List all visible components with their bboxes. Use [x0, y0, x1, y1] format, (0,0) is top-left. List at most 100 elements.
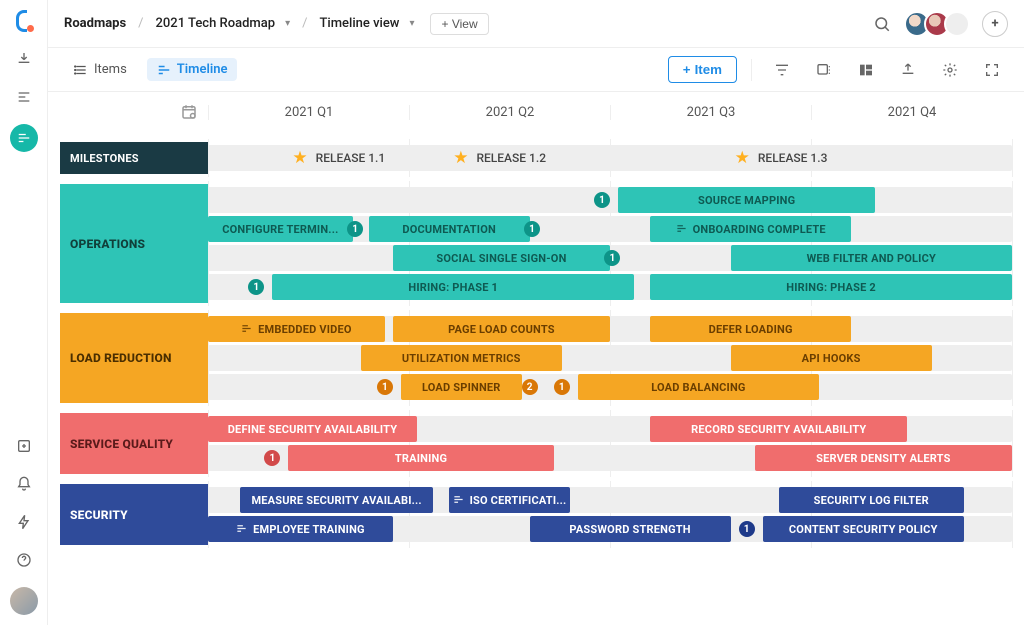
bolt-icon[interactable] [13, 511, 35, 533]
view-timeline-tab[interactable]: Timeline [147, 58, 238, 81]
add-panel-icon[interactable] [13, 435, 35, 457]
count-badge[interactable]: 1 [739, 521, 755, 537]
timeline-bar[interactable]: DEFINE SECURITY AVAILABILITY [208, 416, 417, 442]
chevron-down-icon[interactable]: ▾ [285, 18, 290, 29]
breadcrumb-view[interactable]: Timeline view [319, 16, 399, 31]
timeline-lanes: MILESTONES★RELEASE 1.1★RELEASE 1.2★RELEA… [60, 142, 1012, 545]
add-item-label: Item [695, 62, 722, 77]
timeline-bar[interactable]: MEASURE SECURITY AVAILABI... [240, 487, 433, 513]
breadcrumb-sep: / [138, 16, 143, 31]
export-icon[interactable] [898, 60, 918, 80]
timeline-bar[interactable]: API HOOKS [731, 345, 932, 371]
milestone-label: RELEASE 1.3 [758, 151, 828, 165]
list-icon [236, 523, 247, 536]
timeline-bar[interactable]: EMBEDDED VIDEO [208, 316, 385, 342]
presence-avatar[interactable] [944, 11, 970, 37]
bar-label: SERVER DENSITY ALERTS [816, 452, 950, 465]
timeline-bar[interactable]: WEB FILTER AND POLICY [731, 245, 1012, 271]
count-badge[interactable]: 1 [377, 379, 393, 395]
fullscreen-icon[interactable] [982, 60, 1002, 80]
view-items-tab[interactable]: Items [64, 58, 137, 81]
milestone[interactable]: ★RELEASE 1.1 [292, 145, 385, 171]
search-icon[interactable] [872, 14, 892, 34]
timeline-bar[interactable]: PASSWORD STRENGTH [530, 516, 731, 542]
timeline-bar[interactable]: SECURITY LOG FILTER [779, 487, 964, 513]
gear-icon[interactable] [940, 60, 960, 80]
app-root: Roadmaps / 2021 Tech Roadmap ▾ / Timelin… [0, 0, 1024, 625]
bar-label: DEFER LOADING [709, 323, 793, 336]
bell-icon[interactable] [13, 473, 35, 495]
milestone[interactable]: ★RELEASE 1.3 [735, 145, 828, 171]
timeline-nav-icon[interactable] [10, 124, 38, 152]
bar-label: HIRING: PHASE 2 [786, 281, 876, 294]
add-view-button[interactable]: + View [430, 13, 488, 35]
add-item-button[interactable]: +Item [668, 56, 737, 83]
count-badge[interactable]: 1 [524, 221, 540, 237]
timeline-bar[interactable]: CONTENT SECURITY POLICY [763, 516, 964, 542]
timeline-bar[interactable]: SOCIAL SINGLE SIGN-ON [393, 245, 610, 271]
list-icon[interactable] [13, 86, 35, 108]
lane-load: LOAD REDUCTIONEMBEDDED VIDEOPAGE LOAD CO… [60, 313, 1012, 403]
help-icon[interactable] [13, 549, 35, 571]
breadcrumb-root[interactable]: Roadmaps [64, 16, 126, 31]
timeline-bar[interactable]: SOURCE MAPPING [618, 187, 875, 213]
layout-icon[interactable] [856, 60, 876, 80]
lane-service: SERVICE QUALITYDEFINE SECURITY AVAILABIL… [60, 413, 1012, 474]
timeline-bar[interactable]: LOAD BALANCING [578, 374, 819, 400]
bar-label: ISO CERTIFICATI... [470, 494, 567, 507]
timeline-row: CONFIGURE TERMIN... DOCUMENTATION ONBOARDI… [208, 216, 1012, 242]
bar-label: WEB FILTER AND POLICY [807, 252, 936, 265]
breadcrumb-board[interactable]: 2021 Tech Roadmap [156, 16, 276, 31]
timeline-bar[interactable]: EMPLOYEE TRAINING [208, 516, 393, 542]
timeline-bar[interactable]: PAGE LOAD COUNTS [393, 316, 610, 342]
count-badge[interactable]: 1 [248, 279, 264, 295]
timeline-bar[interactable]: SERVER DENSITY ALERTS [755, 445, 1012, 471]
row-settings-icon[interactable] [60, 103, 208, 121]
timeline-row: LOAD SPINNERLOAD BALANCING121 [208, 374, 1012, 400]
bar-label: SOURCE MAPPING [698, 194, 795, 207]
lane-label: OPERATIONS [60, 184, 208, 303]
count-badge[interactable]: 1 [264, 450, 280, 466]
timeline-bar[interactable]: CONFIGURE TERMIN... [208, 216, 353, 242]
timeline-row: HIRING: PHASE 1 HIRING: PHASE 2 1 [208, 274, 1012, 300]
timeline-bar[interactable]: DEFER LOADING [650, 316, 851, 342]
lane-body: EMBEDDED VIDEO PAGE LOAD COUNTS DEFER LOAD… [208, 313, 1012, 403]
bar-label: EMPLOYEE TRAINING [253, 523, 365, 536]
timeline-bar[interactable]: UTILIZATION METRICS [361, 345, 562, 371]
bar-label: SOCIAL SINGLE SIGN-ON [436, 252, 566, 265]
logo-icon[interactable] [12, 8, 36, 32]
count-badge[interactable]: 2 [522, 379, 538, 395]
bar-label: LOAD SPINNER [422, 381, 501, 394]
count-badge[interactable]: 1 [347, 221, 363, 237]
download-icon[interactable] [13, 48, 35, 70]
timeline-bar[interactable]: DOCUMENTATION [369, 216, 530, 242]
bar-label: RECORD SECURITY AVAILABILITY [691, 423, 866, 436]
count-badge[interactable]: 1 [594, 192, 610, 208]
chevron-down-icon[interactable]: ▾ [409, 18, 414, 29]
lane-operations: OPERATIONSSOURCE MAPPING1CONFIGURE TERMI… [60, 184, 1012, 303]
timeline-bar[interactable]: ISO CERTIFICATI... [449, 487, 570, 513]
bar-label: MEASURE SECURITY AVAILABI... [251, 494, 421, 507]
timeline-bar[interactable]: RECORD SECURITY AVAILABILITY [650, 416, 907, 442]
timeline-grid: 2021 Q12021 Q22021 Q32021 Q4 MILESTONES★… [60, 92, 1012, 617]
timeline-bar[interactable]: ONBOARDING COMPLETE [650, 216, 851, 242]
timeline-bar[interactable]: HIRING: PHASE 2 [650, 274, 1012, 300]
user-avatar-icon[interactable] [10, 587, 38, 615]
timeline-row: MEASURE SECURITY AVAILABI... ISO CERTIFIC… [208, 487, 1012, 513]
star-icon: ★ [453, 150, 468, 167]
view-items-label: Items [94, 62, 127, 77]
timeline-bar[interactable]: HIRING: PHASE 1 [272, 274, 634, 300]
view-toolbar: Items Timeline +Item [48, 48, 1024, 92]
count-badge[interactable]: 1 [554, 379, 570, 395]
add-member-button[interactable]: + [982, 11, 1008, 37]
bar-label: EMBEDDED VIDEO [258, 323, 352, 336]
timeline-row: SOCIAL SINGLE SIGN-ON WEB FILTER AND POLI… [208, 245, 1012, 271]
timeline-bar[interactable]: TRAINING [288, 445, 553, 471]
settings-panel-icon[interactable] [814, 60, 834, 80]
timeline-row: SOURCE MAPPING 1 [208, 187, 1012, 213]
timeline-bar[interactable]: LOAD SPINNER [401, 374, 522, 400]
star-icon: ★ [292, 150, 307, 167]
filter-icon[interactable] [772, 60, 792, 80]
milestone[interactable]: ★RELEASE 1.2 [453, 145, 546, 171]
count-badge[interactable]: 1 [604, 250, 620, 266]
